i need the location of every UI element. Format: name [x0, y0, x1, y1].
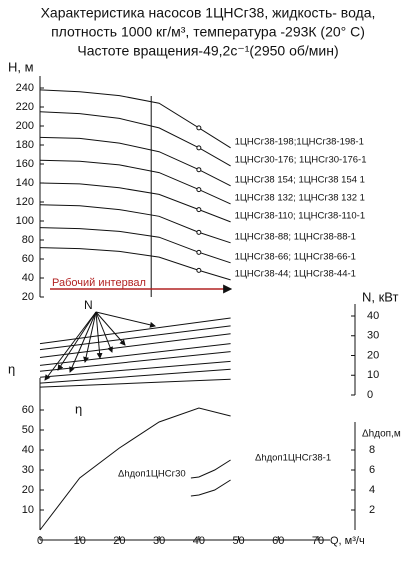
series-label: 1ЦНСг38-66; 1ЦНСг38-66-1 [235, 251, 356, 262]
series-label: η [75, 401, 82, 416]
point [196, 145, 202, 151]
series-label: 1ЦНСг38-110; 1ЦНСг38-110-1 [235, 210, 365, 221]
curve [39, 360, 231, 378]
y-tick-label: 120 [16, 196, 34, 208]
y2-tick-label: 6 [369, 464, 375, 476]
y-tick-label: 30 [367, 330, 379, 342]
annotation: Рабочий интервал [52, 277, 146, 289]
y-tick-label: 10 [22, 504, 34, 516]
arrow [95, 311, 113, 353]
y-tick-label: 0 [367, 389, 373, 401]
x-axis-label: Q, м³/ч [330, 535, 365, 547]
point [196, 167, 202, 173]
title-line: Частоте вращения-49,2с⁻¹(2950 об/мин) [77, 43, 338, 59]
curve [39, 343, 231, 366]
curve [190, 459, 231, 479]
y-axis-label: η [8, 361, 15, 376]
series-label: Δhдоп1ЦНСг30 [118, 469, 186, 480]
y-tick-label: 40 [22, 444, 34, 456]
y-tick-label: 20 [22, 484, 34, 496]
y2-axis-label: Δhдоп,м [362, 429, 401, 440]
point [196, 207, 202, 213]
curve [190, 479, 231, 497]
arrow [44, 311, 97, 381]
y2-tick-label: 8 [369, 444, 375, 456]
y2-tick-label: 2 [369, 504, 375, 516]
arrow [83, 311, 97, 363]
curve [39, 182, 231, 223]
series-label: 1ЦНСг38-198;1ЦНСг38-198-1 [235, 136, 364, 147]
y-tick-label: 80 [22, 234, 34, 246]
y-tick-label: 10 [367, 369, 379, 381]
y-tick-label: 240 [16, 82, 34, 94]
x-tick-label: 50 [232, 535, 244, 547]
curve [39, 317, 231, 345]
series-label: 1ЦНСг38 154; 1ЦНСг38 154 1 [235, 174, 365, 185]
arrow [69, 311, 97, 373]
point [196, 187, 202, 193]
curve [39, 227, 231, 264]
y-tick-label: 100 [16, 215, 34, 227]
x-tick-label: 0 [37, 535, 43, 547]
x-tick-label: 60 [272, 535, 284, 547]
arrow [95, 311, 156, 328]
x-tick-label: 40 [193, 535, 205, 547]
y-tick-label: 220 [16, 101, 34, 113]
y-tick-label: 40 [367, 310, 379, 322]
x-tick-label: 10 [74, 535, 86, 547]
curve [39, 111, 231, 167]
y-axis-label: N, кВт [362, 289, 399, 304]
y-tick-label: 40 [22, 272, 34, 284]
series-label: Δhдоп1ЦНСг38-1 [255, 453, 331, 464]
y-tick-label: 200 [16, 120, 34, 132]
curve [39, 333, 231, 358]
x-tick-label: 70 [312, 535, 324, 547]
arrow [95, 311, 126, 346]
annotation: N [84, 298, 93, 312]
x-tick-label: 30 [153, 535, 165, 547]
series-label: 1ЦНСг30-176; 1ЦНСг30-176-1 [235, 154, 367, 165]
point [196, 125, 202, 131]
y2-tick-label: 4 [369, 484, 375, 496]
series-label: 1ЦНСг38-44; 1ЦНСг38-44-1 [235, 268, 356, 279]
y-tick-label: 140 [16, 177, 34, 189]
y-tick-label: 60 [22, 404, 34, 416]
curve [39, 89, 231, 149]
curve [39, 247, 231, 281]
arrow [57, 311, 97, 371]
y-tick-label: 50 [22, 424, 34, 436]
curve [39, 136, 231, 187]
series-label: 1ЦНСг38 132; 1ЦНСг38 132 1 [235, 192, 365, 203]
y-tick-label: 20 [22, 291, 34, 303]
y-tick-label: 30 [22, 464, 34, 476]
y-tick-label: 180 [16, 139, 34, 151]
y-tick-label: 160 [16, 158, 34, 170]
point [196, 249, 202, 255]
x-tick-label: 20 [113, 535, 125, 547]
title-line: Характеристика насосов 1ЦНСг38, жидкость… [41, 5, 376, 21]
y-tick-label: 60 [22, 253, 34, 265]
point [196, 229, 202, 235]
title-line: плотность 1000 кг/м³, температура -293К … [51, 24, 365, 40]
curve [39, 378, 231, 388]
curve [39, 159, 231, 205]
point [196, 267, 202, 273]
y-tick-label: 20 [367, 349, 379, 361]
curve [39, 204, 231, 244]
arrow [95, 311, 103, 359]
curve [39, 368, 231, 384]
curve [39, 407, 231, 531]
y-axis-label: Н, м [8, 59, 34, 74]
series-label: 1ЦНСг38-88; 1ЦНСг38-88-1 [235, 231, 356, 242]
curve [39, 325, 231, 351]
